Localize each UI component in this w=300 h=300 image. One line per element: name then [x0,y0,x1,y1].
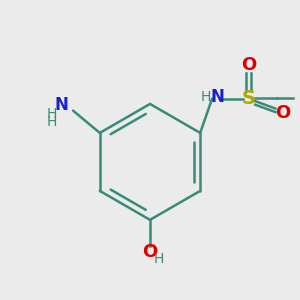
Text: N: N [54,96,68,114]
Text: N: N [211,88,224,106]
Text: H: H [201,90,211,104]
Text: O: O [142,243,158,261]
Text: O: O [275,104,290,122]
Text: S: S [242,89,256,108]
Text: O: O [241,56,256,74]
Text: H: H [47,106,57,121]
Text: H: H [47,115,57,129]
Text: H: H [153,252,164,266]
